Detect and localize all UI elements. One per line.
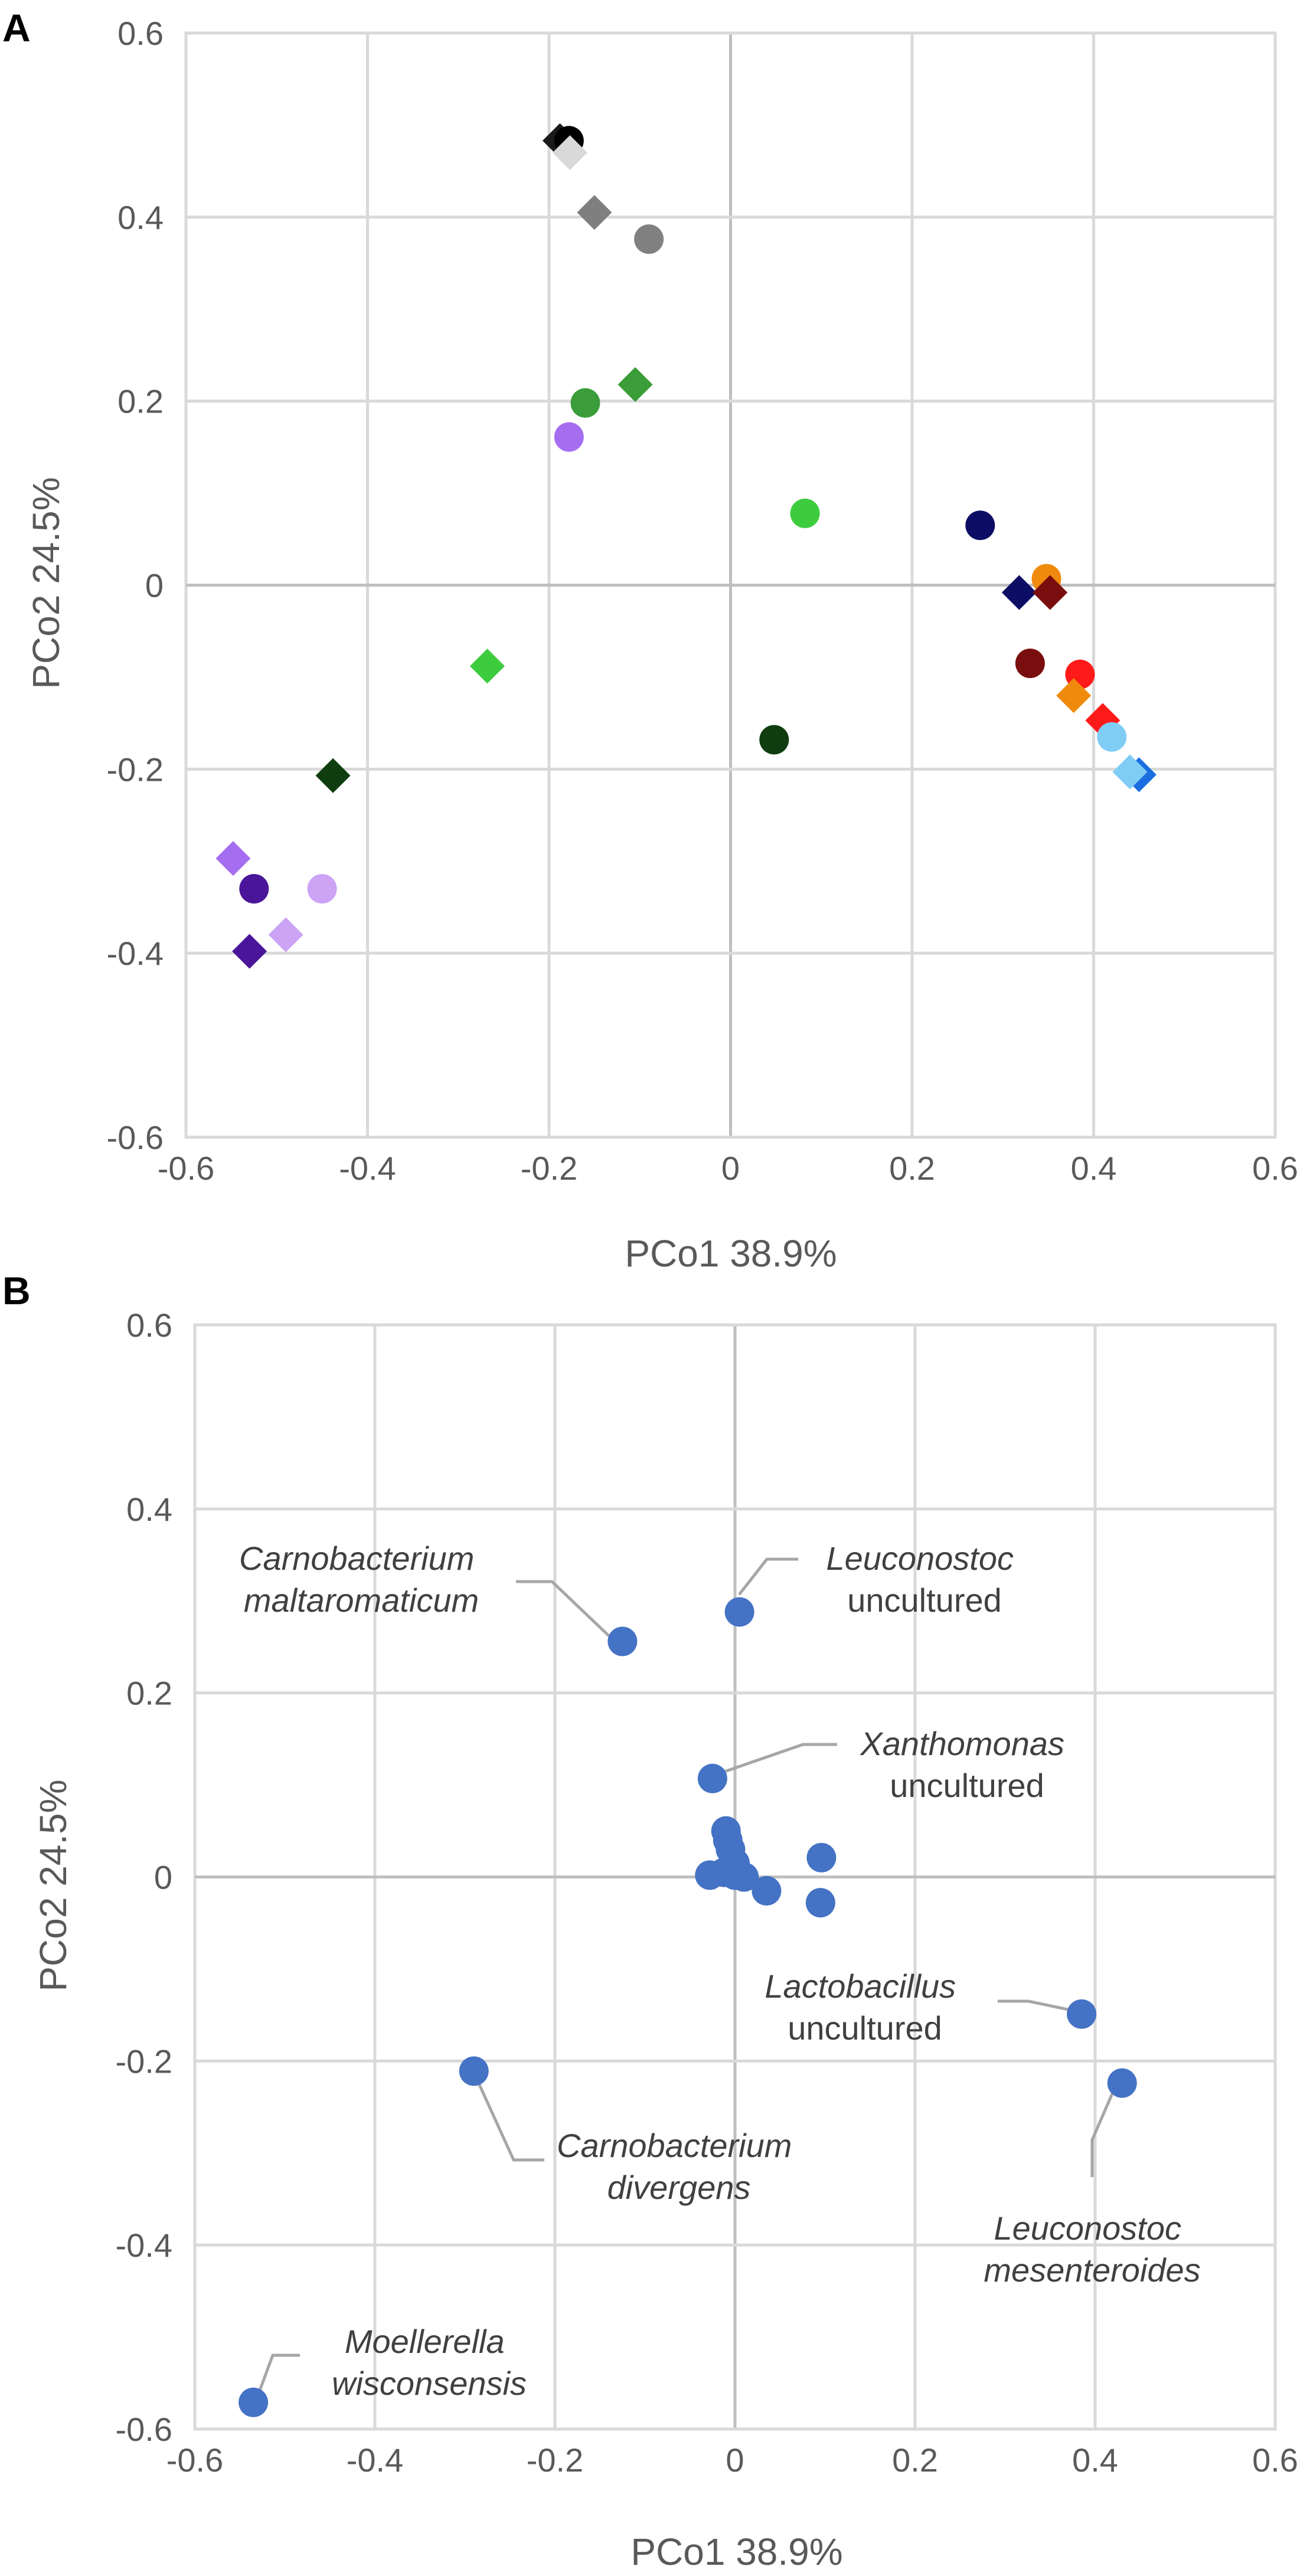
panel-a-ticks: -0.6 -0.4 -0.2 0 0.2 0.4 0.6 0.6 0.4 0.2 0 -0.2 -0.4… <box>107 15 1298 1187</box>
panel-a-x-tick-label: 0.6 <box>1252 1150 1298 1187</box>
panel-b-letter: B <box>2 1269 31 1312</box>
panel-a-x-axis-title: PCo1 38.9% <box>625 1232 837 1275</box>
panel-b-point-circle <box>724 1597 754 1627</box>
panel-a-x-tick-label: -0.2 <box>521 1150 578 1187</box>
panel-a-point-circle <box>634 224 664 254</box>
panel-b: B -0.6 -0.4 -0.2 0 0.2 0.4 0.60.60.40.20-0.2-0… <box>2 1269 1298 2573</box>
panel-a-y-tick-label: -0.2 <box>107 751 164 788</box>
panel-b-point-circle <box>806 1842 837 1873</box>
panel-b-x-tick-label: -0.4 <box>347 2441 404 2479</box>
panel-a-x-tick-label: 0 <box>721 1150 740 1187</box>
panel-b-x-tick-label: 0 <box>726 2441 744 2479</box>
panel-a-y-axis-title: PCo2 24.5% <box>25 477 67 689</box>
annotation-carnobacterium-maltaromaticum: Carnobacterium maltaromaticum <box>239 1540 484 1619</box>
panel-b-grid <box>193 1323 1277 2431</box>
panel-a-point-circle <box>307 874 337 904</box>
panel-a-point-circle <box>790 498 820 528</box>
panel-a-y-tick-label: 0.2 <box>117 383 164 420</box>
panel-a-y-tick-label: 0.4 <box>117 199 164 236</box>
panel-a-x-tick-label: -0.4 <box>339 1150 396 1187</box>
leader-lactobacillus-uncultured <box>998 1999 1080 2014</box>
panel-b-point-circle <box>695 1860 725 1890</box>
panel-a-points <box>215 123 1157 969</box>
panel-b-x-tick-label: 0.4 <box>1072 2441 1118 2479</box>
panel-b-y-tick-label: 0.6 <box>126 1307 172 1344</box>
panel-a-point-diamond <box>315 758 351 793</box>
panel-b-y-axis-title: PCo2 24.5% <box>32 1779 74 1991</box>
panel-a-point-diamond <box>1001 575 1037 610</box>
panel-b-leader-lines <box>257 1557 1119 2394</box>
leader-carnobacterium-divergens <box>476 2081 544 2162</box>
panel-a-point-circle <box>965 510 995 541</box>
panel-a-point-circle <box>570 388 600 418</box>
panel-b-point-circle <box>607 1626 638 1657</box>
panel-a-point-diamond <box>577 195 612 230</box>
panel-b-x-tick-label: 0.6 <box>1252 2441 1298 2479</box>
panel-b-y-tick-label: 0.2 <box>126 1675 172 1712</box>
panel-a-point-diamond <box>215 841 251 876</box>
panel-a-y-tick-label: -0.6 <box>107 1119 164 1156</box>
panel-a-point-diamond <box>618 367 653 402</box>
panel-b-point-circle <box>697 1763 727 1793</box>
panel-b-y-tick-label: -0.6 <box>116 2411 173 2448</box>
panel-a-point-circle <box>759 725 789 755</box>
panel-b-y-tick-label: 0 <box>154 1859 172 1896</box>
panel-b-point-circle <box>239 2387 269 2417</box>
annotation-leuconostoc-mesenteroides: Leuconostoc mesenteroides <box>984 2210 1200 2289</box>
panel-a-point-circle <box>239 874 269 904</box>
panel-a: A -0.6 -0.4 -0.2 0 0.2 0.4 0.60.60.40.20-0.2-0… <box>2 6 1298 1275</box>
panel-b-y-tick-label: -0.4 <box>116 2227 173 2264</box>
annotation-leuconostoc-uncultured: Leuconostoc uncultured <box>826 1540 1022 1619</box>
panel-a-x-tick-label: -0.6 <box>158 1150 215 1187</box>
panel-b-y-tick-label: -0.2 <box>116 2043 173 2080</box>
panel-a-point-diamond <box>232 934 267 969</box>
panel-a-grid <box>184 31 1277 1139</box>
panel-a-point-diamond <box>268 917 303 953</box>
leader-leuconostoc-uncultured <box>738 1557 798 1596</box>
panel-b-point-circle <box>729 1862 759 1892</box>
panel-a-y-tick-label: 0.6 <box>117 15 164 52</box>
panel-a-y-tick-label: 0 <box>145 567 164 604</box>
panel-b-x-axis-title: PCo1 38.9% <box>631 2531 842 2573</box>
panel-b-points <box>239 1597 1137 2417</box>
panel-b-y-tick-label: 0.4 <box>126 1491 172 1528</box>
panel-a-letter: A <box>2 6 31 50</box>
annotation-lactobacillus-uncultured: Lactobacillus uncultured <box>765 1968 965 2047</box>
panel-b-annotations: Carnobacterium maltaromaticum Leuconosto… <box>239 1540 1201 2402</box>
annotation-carnobacterium-divergens: Carnobacterium divergens <box>557 2127 801 2206</box>
panel-b-x-tick-label: -0.2 <box>527 2441 584 2479</box>
leader-carnobacterium-maltaromaticum <box>516 1580 616 1643</box>
panel-b-x-tick-label: 0.2 <box>892 2441 938 2479</box>
panel-a-point-diamond <box>469 649 505 684</box>
panel-b-ticks: -0.6 -0.4 -0.2 0 0.2 0.4 0.6 0.6 0.4 0.2 0 -0.2 -0.4… <box>116 1307 1298 2479</box>
panel-b-point-circle <box>805 1888 835 1918</box>
panel-b-point-circle <box>752 1875 782 1906</box>
panel-a-y-tick-label: -0.4 <box>107 935 164 972</box>
panel-a-x-tick-label: 0.2 <box>889 1150 935 1187</box>
panel-b-point-circle <box>459 2056 489 2086</box>
leader-xanthomonas-uncultured <box>714 1743 837 1777</box>
panel-b-point-circle <box>1067 1999 1097 2029</box>
panel-a-x-tick-label: 0.4 <box>1071 1150 1117 1187</box>
panel-b-point-circle <box>1107 2068 1137 2098</box>
panel-a-point-circle <box>1097 722 1127 752</box>
annotation-moellerella-wisconsensis: Moellerella wisconsensis <box>332 2323 527 2402</box>
panel-a-point-diamond <box>1056 678 1092 713</box>
panel-a-point-circle <box>554 422 584 452</box>
annotation-xanthomonas-uncultured: Xanthomonas uncultured <box>859 1725 1073 1804</box>
panel-a-point-diamond <box>1033 575 1068 610</box>
leader-moellerella-wisconsensis <box>257 2354 300 2394</box>
panel-a-point-circle <box>1015 649 1045 679</box>
panel-a-point-diamond <box>1112 754 1148 790</box>
panel-a-point-diamond <box>552 135 587 171</box>
panel-b-x-tick-label: -0.6 <box>166 2441 224 2479</box>
leader-leuconostoc-mesenteroides <box>1090 2081 1119 2177</box>
